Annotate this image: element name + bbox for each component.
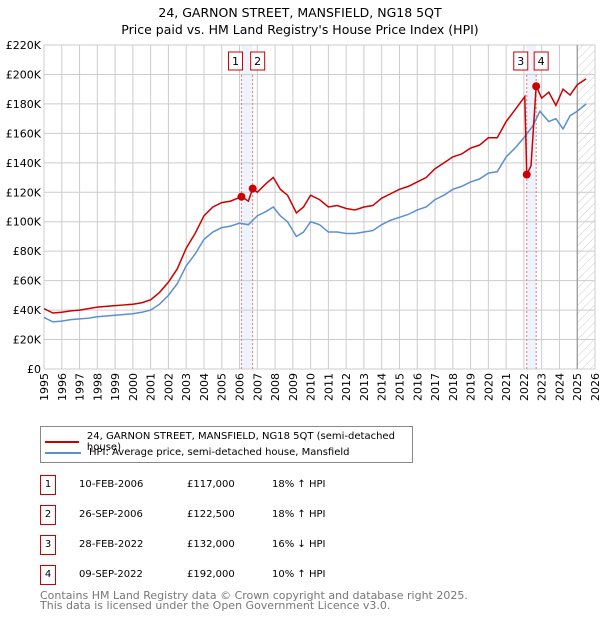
legend-label-property: 24, GARNON STREET, MANSFIELD, NG18 5QT (…: [86, 431, 395, 453]
sale-label: 1: [232, 55, 239, 68]
x-tick-label: 2012: [340, 373, 353, 401]
x-tick-label: 2013: [358, 373, 371, 401]
legend-item-property: 24, GARNON STREET, MANSFIELD, NG18 5QT (…: [45, 431, 412, 453]
y-tick-label: £180K: [6, 98, 42, 111]
x-tick-label: 1998: [91, 373, 104, 401]
sale-label-box: [250, 51, 266, 71]
x-tick-label: 2018: [447, 373, 460, 401]
transaction-number-badge: 4: [40, 565, 56, 585]
sale-period-shade: [526, 45, 537, 369]
x-tick-label: 2014: [376, 373, 389, 401]
y-tick-label: £140K: [6, 157, 42, 170]
x-tick-label: 2010: [305, 373, 318, 401]
transaction-number-badge: 1: [40, 475, 56, 495]
transaction-date: 28-FEB-2022: [79, 539, 144, 550]
x-tick-label: 2001: [145, 373, 158, 401]
x-tick-label: 2015: [393, 373, 406, 401]
x-tick-label: 2004: [198, 373, 211, 401]
y-tick-label: £200K: [6, 68, 42, 81]
transaction-price: £117,000: [187, 479, 235, 490]
x-tick-label: 2022: [518, 373, 531, 401]
y-tick-label: £40K: [13, 304, 42, 317]
sale-label-box: [513, 51, 529, 71]
y-tick-label: £160K: [6, 127, 42, 140]
y-tick-label: £120K: [6, 186, 42, 199]
y-tick-label: £20K: [13, 334, 42, 347]
x-tick-label: 2011: [322, 373, 335, 401]
sale-period-shade: [241, 45, 253, 369]
x-tick-label: 2025: [571, 373, 584, 401]
transaction-hpi-diff: 18% ↑ HPI: [272, 479, 326, 490]
x-tick-label: 2008: [269, 373, 282, 401]
x-tick-label: 2006: [234, 373, 247, 401]
sale-point: [237, 192, 246, 201]
x-tick-label: 2005: [216, 373, 229, 401]
hpi-line: [43, 103, 587, 323]
x-tick-label: 1995: [38, 373, 51, 401]
x-tick-label: 2026: [589, 373, 600, 401]
sale-point: [248, 184, 257, 193]
x-tick-label: 2017: [429, 373, 442, 401]
transaction-date: 10-FEB-2006: [79, 479, 144, 490]
sale-point: [532, 82, 541, 91]
blue-line-swatch: [45, 451, 81, 454]
legend-label-hpi: HPI: Average price, semi-detached house,…: [89, 447, 350, 458]
footer-licence: This data is licensed under the Open Gov…: [40, 599, 391, 612]
y-tick-label: £220K: [6, 39, 42, 52]
x-tick-label: 1999: [109, 373, 122, 401]
transaction-price: £192,000: [187, 569, 235, 580]
x-tick-label: 2024: [553, 373, 566, 401]
x-tick-label: 2002: [162, 373, 175, 401]
x-tick-label: 2003: [180, 373, 193, 401]
red-line-swatch: [45, 441, 79, 443]
chart-subtitle: Price paid vs. HM Land Registry's House …: [121, 22, 479, 37]
sale-label: 3: [517, 55, 524, 68]
y-tick-label: £60K: [13, 275, 42, 288]
chart-title: 24, GARNON STREET, MANSFIELD, NG18 5QT: [158, 5, 442, 20]
transaction-number-badge: 3: [40, 535, 56, 555]
x-tick-label: 2021: [500, 373, 513, 401]
forecast-region: [577, 45, 595, 369]
x-tick-label: 2023: [536, 373, 549, 401]
transaction-hpi-diff: 10% ↑ HPI: [272, 569, 326, 580]
sale-label-box: [227, 51, 243, 71]
transaction-hpi-diff: 18% ↑ HPI: [272, 509, 326, 520]
sale-point: [522, 170, 531, 179]
legend-item-hpi: HPI: Average price, semi-detached house,…: [45, 447, 349, 458]
sale-label: 4: [538, 55, 545, 68]
transaction-price: £132,000: [187, 539, 235, 550]
x-tick-label: 2007: [251, 373, 264, 401]
price-chart: 1995 1996 1997 1998 1999 2000 2001 2002 2003 2004…: [6, 39, 600, 401]
property-price-line: [43, 78, 587, 314]
x-tick-label: 2000: [127, 373, 140, 401]
x-tick-label: 2020: [482, 373, 495, 401]
y-tick-label: £0: [27, 363, 41, 376]
x-tick-label: 2019: [465, 373, 478, 401]
x-tick-label: 2016: [411, 373, 424, 401]
sale-label-box: [533, 51, 549, 71]
x-tick-label: 1996: [56, 373, 69, 401]
y-tick-label: £100K: [6, 216, 42, 229]
transaction-number-badge: 2: [40, 505, 56, 525]
footer-copyright: Contains HM Land Registry data © Crown c…: [40, 589, 468, 602]
x-tick-label: 2009: [287, 373, 300, 401]
sale-label: 2: [254, 55, 261, 68]
transaction-price: £122,500: [187, 509, 235, 520]
footer: Contains HM Land Registry data © Crown c…: [40, 589, 468, 612]
x-tick-label: 1997: [74, 373, 87, 401]
transaction-hpi-diff: 16% ↓ HPI: [272, 539, 326, 550]
transaction-date: 26-SEP-2006: [79, 509, 143, 520]
y-tick-label: £80K: [13, 245, 42, 258]
transaction-date: 09-SEP-2022: [79, 569, 143, 580]
legend: 24, GARNON STREET, MANSFIELD, NG18 5QT (…: [40, 426, 413, 463]
